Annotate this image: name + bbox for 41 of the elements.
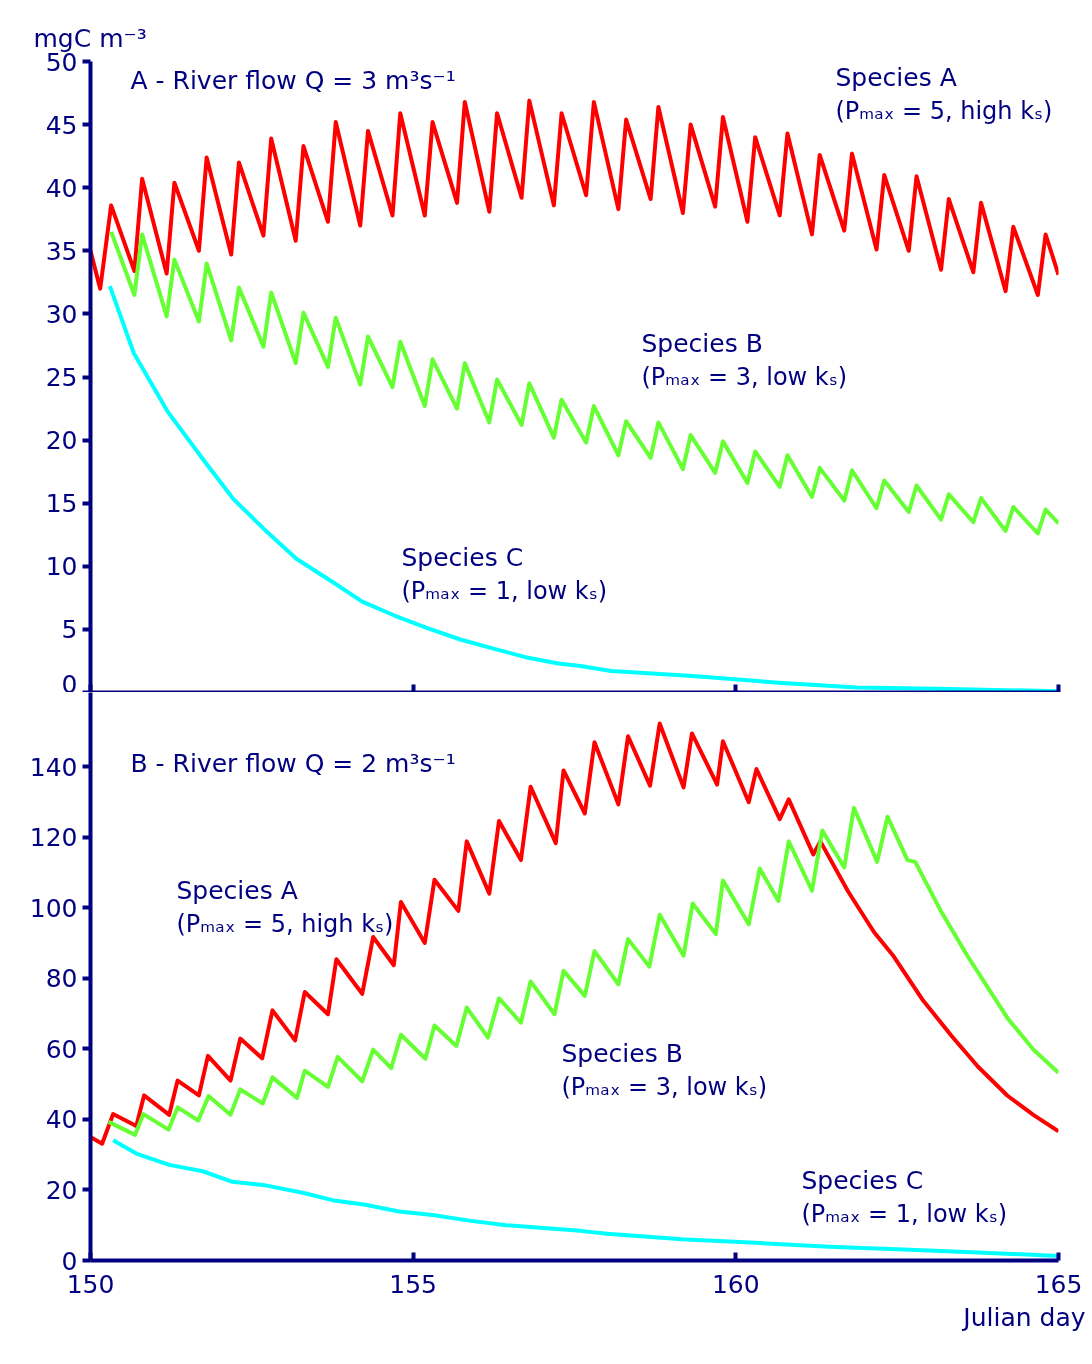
text: Species A	[176, 875, 298, 905]
annotation: (Pₘₐₓ = 1, low kₛ)	[401, 576, 608, 605]
line-series	[109, 229, 1059, 536]
y-tick-label: 40	[45, 1105, 78, 1135]
chart-title: A - River flow Q = 3 m³s⁻¹	[130, 65, 456, 95]
text: B - River flow Q = 2 m³s⁻¹	[130, 748, 456, 778]
annotation: (Pₘₐₓ = 5, high kₛ)	[176, 909, 394, 938]
y-tick-label: 35	[45, 236, 78, 266]
y-tick-label: 5	[61, 615, 78, 645]
text: Species A	[835, 62, 957, 92]
y-tick-label: 25	[45, 363, 78, 392]
y-tick-label: 140	[29, 752, 78, 782]
annotation: (Pₘₐₓ = 3, low kₛ)	[561, 1072, 768, 1101]
y-tick-label: 15	[45, 489, 78, 519]
x-axis-title: Julian day	[961, 1302, 1086, 1332]
annotation: (Pₘₐₓ = 5, high kₛ)	[835, 96, 1053, 125]
annotation: (Pₘₐₓ = 3, low kₛ)	[641, 362, 848, 391]
line-series	[111, 1138, 1059, 1258]
x-tick-label: 155	[389, 1269, 438, 1299]
line-series	[90, 98, 1059, 297]
y-tick-label: 45	[45, 110, 78, 140]
series-label: Species C	[401, 542, 524, 572]
text: Species B	[641, 328, 763, 358]
line-series	[90, 721, 1059, 1146]
y-tick-label: 0	[61, 669, 78, 699]
y-tick-label: 30	[45, 299, 78, 329]
y-tick-label: 40	[45, 173, 78, 203]
x-tick-label: 160	[711, 1269, 760, 1299]
y-tick-label: 20	[45, 1175, 78, 1205]
y-tick-label: 120	[29, 823, 78, 853]
x-tick-label: 165	[1034, 1269, 1083, 1299]
line-series	[106, 805, 1059, 1137]
series-label: Species B	[561, 1038, 683, 1068]
y-tick-label: 20	[45, 426, 78, 456]
annotation: (Pₘₐₓ = 1, low kₛ)	[801, 1199, 1008, 1228]
y-tick-label: 100	[29, 893, 78, 923]
y-tick-label: 10	[45, 552, 78, 582]
text: Species C	[801, 1165, 924, 1195]
y-tick-label: 60	[45, 1034, 78, 1064]
y-tick-label: 80	[45, 964, 78, 994]
line-series	[107, 284, 1059, 692]
